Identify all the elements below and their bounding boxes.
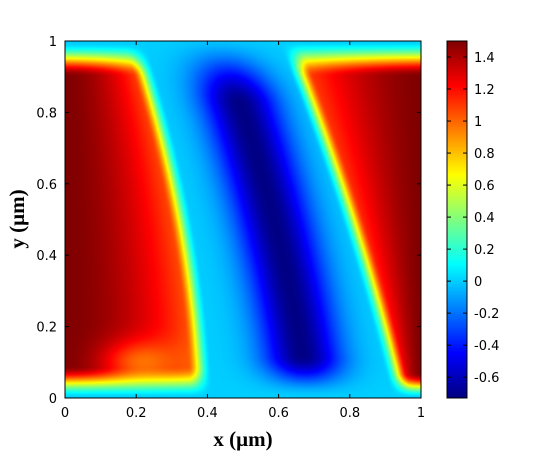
colorbar-ticks: -0.6 -0.4 -0.2 0 0.2 0.4 0.6 0.8 1 1.2 1.4 bbox=[447, 51, 499, 386]
colorbar-frame bbox=[446, 40, 468, 399]
y-tick-label: 0 bbox=[49, 392, 57, 407]
colorbar-tick-label: 1 bbox=[474, 115, 482, 130]
x-tick-label: 0.2 bbox=[126, 406, 147, 421]
y-tick-label: 1 bbox=[49, 35, 57, 50]
x-tick-label: 0.4 bbox=[197, 406, 218, 421]
y-tick-label: 0.6 bbox=[36, 178, 57, 193]
colorbar-tick-label: -0.2 bbox=[474, 307, 499, 322]
heatmap-plot bbox=[65, 41, 421, 398]
plot-frame bbox=[64, 40, 422, 399]
colorbar-tick-label: -0.4 bbox=[474, 339, 499, 354]
x-tick-label: 1 bbox=[417, 406, 425, 421]
x-tick-label: 0.6 bbox=[268, 406, 289, 421]
y-tick-label: 0.4 bbox=[36, 249, 57, 264]
colorbar-tick-label: -0.6 bbox=[474, 371, 499, 386]
colorbar-tick-label: 0.2 bbox=[474, 243, 495, 258]
x-axis-ticks: 0 0.2 0.4 0.6 0.8 1 bbox=[61, 41, 425, 421]
x-axis-label: x (μm) bbox=[213, 427, 272, 451]
colorbar-tick-label: 0.4 bbox=[474, 211, 495, 226]
colorbar-tick-label: 0.6 bbox=[474, 179, 495, 194]
y-axis-label: y (μm) bbox=[5, 189, 29, 248]
y-axis-ticks: 0 0.2 0.4 0.6 0.8 1 bbox=[36, 35, 421, 407]
x-tick-label: 0 bbox=[61, 406, 69, 421]
x-tick-label: 0.8 bbox=[339, 406, 360, 421]
colorbar-tick-label: 0.8 bbox=[474, 147, 495, 162]
colorbar-tick-label: 1.2 bbox=[474, 83, 495, 98]
colorbar-tick-label: 1.4 bbox=[474, 51, 495, 66]
colorbar bbox=[447, 41, 467, 398]
y-tick-label: 0.2 bbox=[36, 321, 57, 336]
colorbar-tick-label: 0 bbox=[474, 275, 482, 290]
y-tick-label: 0.8 bbox=[36, 106, 57, 121]
